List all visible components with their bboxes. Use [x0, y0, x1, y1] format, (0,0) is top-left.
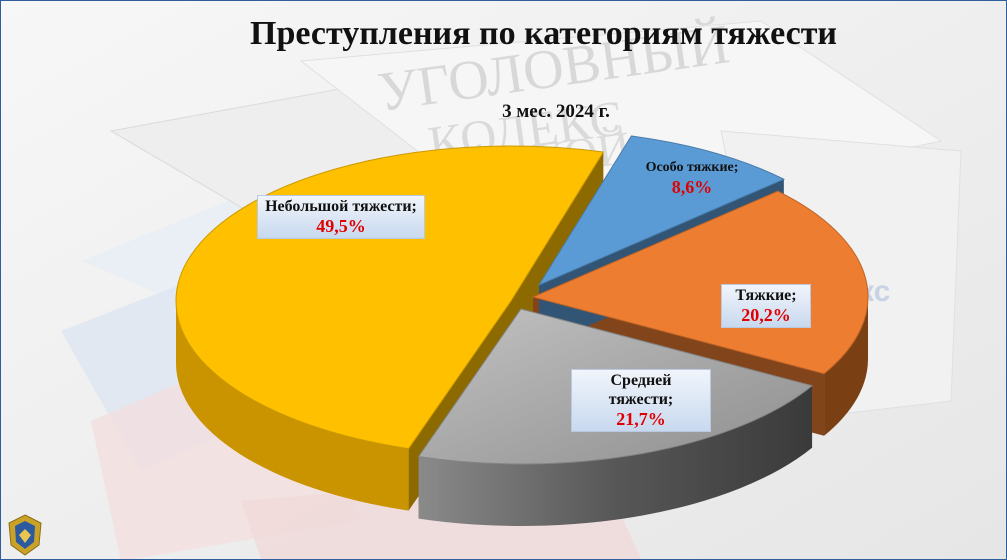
- slice-label-3: Небольшой тяжести; 49,5%: [257, 195, 425, 239]
- slice-label-name: Средней тяжести;: [608, 372, 674, 408]
- pie-slice-1: [531, 190, 869, 375]
- slice-label-name: Небольшой тяжести;: [265, 198, 417, 215]
- slice-label-name: Тяжкие;: [735, 287, 797, 304]
- prosecutor-emblem-icon: [8, 514, 42, 556]
- slice-label-value: 49,5%: [316, 216, 366, 236]
- slice-label-0: Особо тяжкие; 8,6%: [637, 157, 747, 199]
- slice-label-2: Средней тяжести; 21,7%: [571, 369, 711, 432]
- pie-side-3: [176, 301, 409, 511]
- slice-label-value: 21,7%: [616, 409, 666, 429]
- pie-side-1: [824, 297, 868, 436]
- slice-label-name: Особо тяжкие;: [645, 160, 739, 175]
- pie-slice-0: [537, 135, 786, 287]
- chart-subtitle: 3 мес. 2024 г.: [502, 101, 610, 122]
- pie-side-2: [418, 385, 813, 526]
- slice-label-value: 8,6%: [671, 177, 713, 197]
- slice-label-1: Тяжкие; 20,2%: [721, 284, 811, 328]
- slice-label-value: 20,2%: [741, 305, 791, 325]
- page-title: Преступления по категориям тяжести: [250, 15, 837, 52]
